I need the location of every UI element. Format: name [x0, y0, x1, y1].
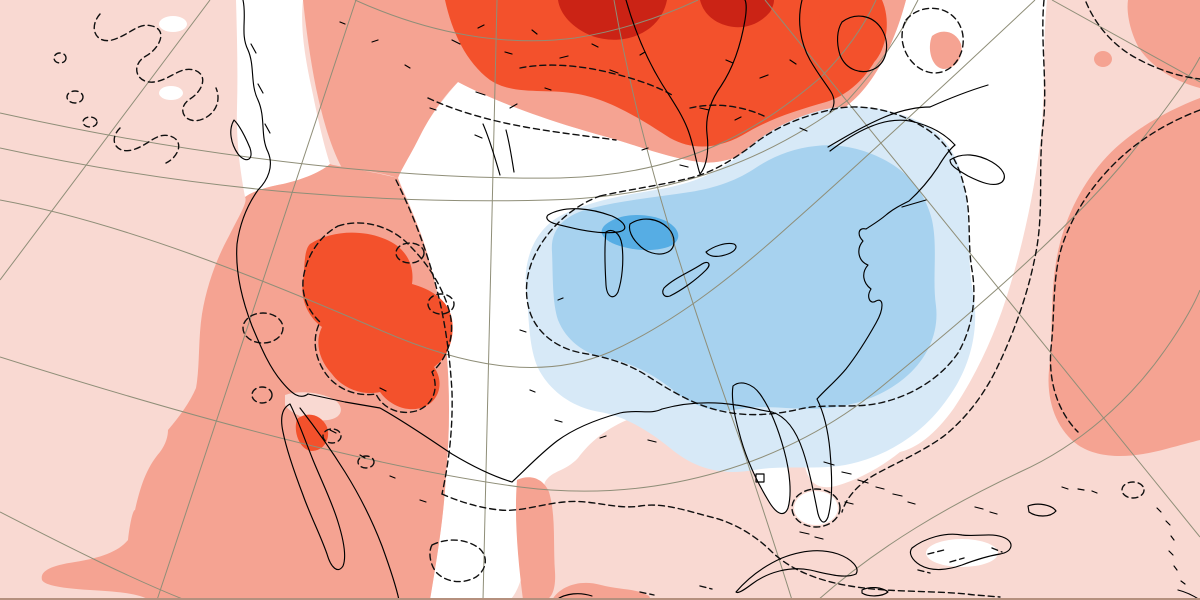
coast-lesser-antilles [1061, 486, 1186, 585]
region-great-basin-warm-strong [302, 232, 453, 410]
region-east-atlantic-warm-light [1048, 98, 1200, 456]
contour-pacific-snake-2 [113, 127, 180, 164]
region-cold-medium-inner [551, 145, 937, 411]
coast-puerto-rico [1027, 503, 1057, 517]
contour-pacific-snake-1 [93, 13, 219, 122]
coast-lake-superior [546, 208, 626, 234]
coast-gulf-and-east [511, 144, 956, 523]
coast-quebec-north-shore [929, 84, 989, 108]
coast-cuba [735, 550, 858, 594]
contour-ring-sw-1 [251, 386, 273, 404]
coast-long-island [901, 199, 927, 208]
graticule-meridian-6 [1051, 0, 1200, 83]
contour-ring-nevada-hole [242, 312, 284, 344]
graticule-parallel-2 [0, 0, 919, 202]
coast-bahamas-marks [823, 461, 998, 515]
region-atlantic-corner-warm-light [1127, 0, 1200, 88]
contour-ring-rockies-hole [395, 242, 425, 264]
contour-ring-pacific-2 [82, 116, 98, 128]
coast-lake-ontario [705, 242, 737, 257]
coast-canada-lake-specks [339, 21, 808, 168]
coast-gulf-of-california [299, 407, 400, 600]
region-texas-coast-warm-light [515, 477, 556, 600]
contour-ring-basin-inner [427, 293, 455, 315]
coast-nova-scotia [949, 154, 1005, 186]
coast-baja-california [281, 403, 346, 571]
contour-rockies-east [395, 179, 453, 495]
contour-layer [53, 0, 1200, 598]
coast-hispaniola [909, 533, 1012, 571]
coastline-layer [230, 0, 1200, 600]
coast-bc-fjord-marks [250, 43, 271, 134]
coast-lake-winnipeg [482, 123, 515, 176]
border-us-mexico [307, 393, 513, 483]
graticule-parallel-1 [0, 0, 877, 179]
graticule-meridian-4 [613, 0, 793, 600]
map-bottom-frame [0, 598, 1200, 600]
warm-faint-wedge-california [285, 392, 341, 421]
coast-hudson-bay [625, 0, 747, 175]
coast-florida-keys [799, 531, 824, 540]
graticule-meridian-3 [482, 0, 498, 600]
contour-ring-pacific-3 [53, 52, 67, 64]
white-spot-pacific-2 [159, 86, 183, 100]
contour-gulf-bottom-marks [639, 585, 713, 596]
region-warm-intense-core-1 [558, 0, 667, 40]
white-patch-bahamas [794, 491, 838, 525]
contour-ring-sw-2 [322, 428, 342, 444]
graticule-parallel-5-left [0, 511, 186, 600]
contour-gulf-loop [441, 493, 1001, 598]
coast-mexico-specks [329, 429, 427, 503]
contour-canada-south-1 [427, 97, 617, 141]
graticule-meridian-5 [764, 0, 1200, 538]
contour-ring-caribbean-island [1121, 481, 1145, 499]
graticule-parallel-5-right [817, 289, 1200, 600]
graticule-meridian-1 [0, 0, 211, 281]
coast-labrador [799, 0, 835, 113]
contour-east-atlantic-edge [1049, 109, 1200, 433]
graticule-parallel-3 [0, 0, 1036, 368]
coast-lake-erie [662, 261, 710, 298]
coast-pacific [236, 0, 309, 397]
contour-northeast-ring [901, 7, 964, 74]
coast-vancouver-island [230, 119, 252, 161]
coast-us-lake-specks [379, 297, 657, 443]
coast-st-lawrence-south [829, 119, 956, 152]
contour-ring-pacific-1 [66, 90, 84, 104]
region-gulf-bottom-warm-light [552, 582, 651, 600]
contour-ring-sw-3 [357, 455, 375, 469]
warm-light-spot-northeast [929, 31, 962, 70]
contour-atlantic-boundary [841, 0, 1046, 513]
contour-atlantic-corner [1085, 1, 1200, 80]
coast-florida [731, 382, 791, 515]
warm-light-spot-atlantic [1094, 51, 1112, 67]
coast-lake-michigan [604, 229, 624, 298]
coast-florida-lake [755, 473, 765, 483]
white-spot-pacific-1 [159, 16, 187, 32]
white-patch-hispaniola [926, 539, 998, 567]
contour-canada-south-2 [519, 64, 673, 96]
coast-jamaica [861, 586, 889, 597]
region-warm-strong-satellite [295, 414, 329, 451]
graticule-meridian-2 [156, 0, 357, 600]
graticule-parallel-0 [354, 0, 699, 42]
contour-great-basin-ring [302, 222, 453, 413]
contour-texas-ring [429, 539, 487, 583]
coast-lake-huron [628, 218, 675, 255]
graticule-parallel-4 [0, 56, 1200, 492]
region-canada-warm-strong [445, 0, 886, 147]
coast-gaspe [827, 106, 931, 148]
region-warm-intense-core-2 [700, 0, 774, 28]
contour-ring-bahamas-patch [791, 488, 841, 528]
coast-newfoundland [836, 15, 888, 73]
contour-cold-region-ring [525, 106, 975, 416]
